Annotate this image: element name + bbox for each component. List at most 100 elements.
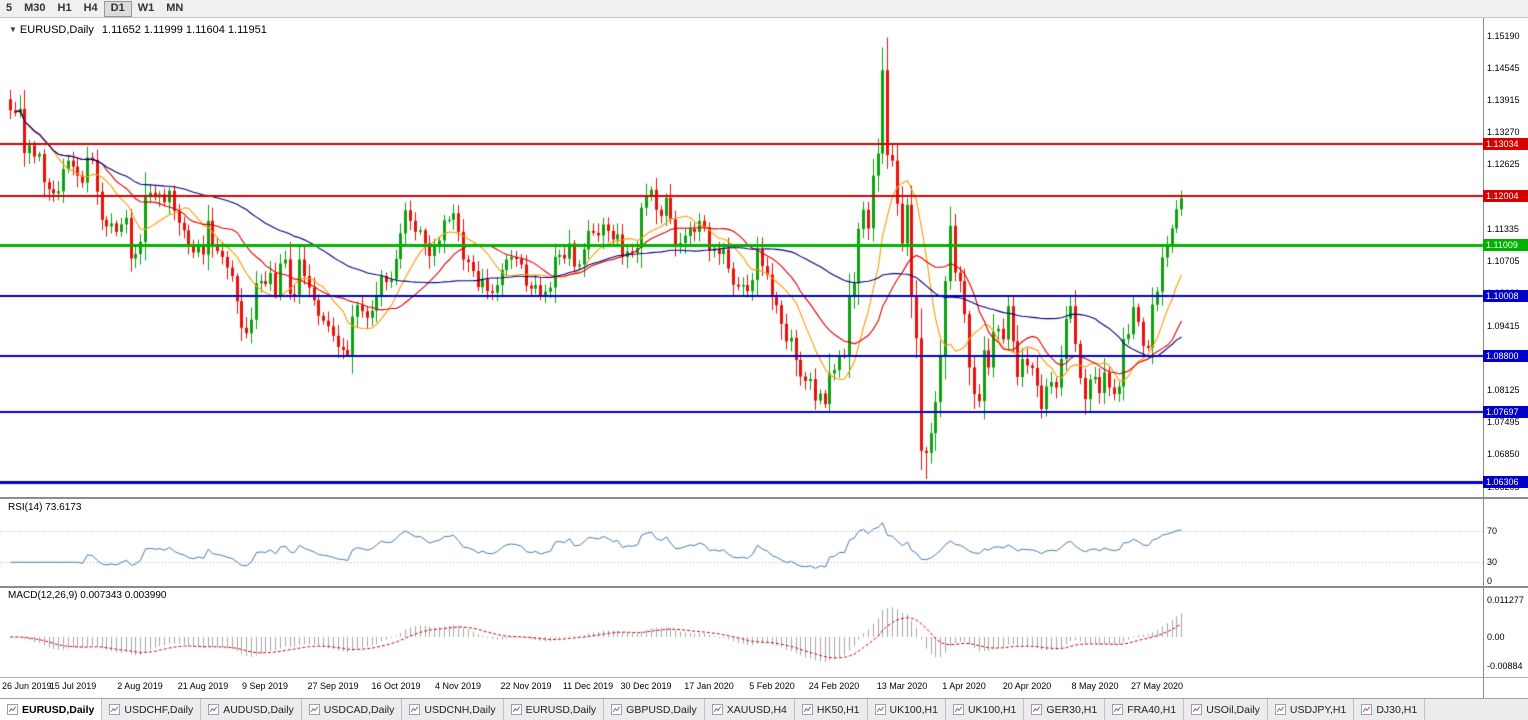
tab-label: GBPUSD,Daily	[626, 703, 697, 716]
chart-tab-ger30-h1[interactable]: GER30,H1	[1024, 699, 1106, 720]
date-axis-label: 22 Nov 2019	[500, 681, 552, 691]
date-axis-label: 11 Dec 2019	[562, 681, 614, 691]
date-axis-separator	[0, 677, 1528, 678]
timeframe-button-w1[interactable]: W1	[137, 2, 155, 14]
price-axis-tick: 1.13915	[1487, 94, 1520, 105]
price-axis-tick: 1.13270	[1487, 126, 1520, 137]
date-axis-label: 30 Dec 2019	[620, 681, 672, 691]
price-level-badge: 1.06306	[1483, 475, 1528, 488]
date-axis-label: 13 Mar 2020	[876, 681, 928, 691]
date-axis-label: 4 Nov 2019	[434, 681, 482, 691]
panel-separator-main-rsi[interactable]	[0, 497, 1528, 499]
price-axis-tick: 1.06850	[1487, 449, 1520, 460]
price-level-badge: 1.11009	[1483, 239, 1528, 252]
chart-tab-gbpusd-daily[interactable]: GBPUSD,Daily	[604, 699, 705, 720]
rsi-axis-tick: 0	[1487, 576, 1493, 586]
price-axis-tick: 1.08125	[1487, 385, 1520, 396]
timeframe-button-h1[interactable]: H1	[57, 2, 72, 14]
date-axis-label: 16 Oct 2019	[371, 681, 421, 691]
date-axis-label: 24 Feb 2020	[808, 681, 860, 691]
chart-tab-audusd-daily[interactable]: AUDUSD,Daily	[201, 699, 302, 720]
date-axis-label: 2 Aug 2019	[117, 681, 163, 691]
chart-icon	[1274, 704, 1286, 715]
chart-icon	[611, 704, 623, 715]
tab-label: UK100,H1	[967, 703, 1017, 716]
symbol-dropdown-icon[interactable]: ▼	[9, 25, 17, 34]
tab-label: USDCNH,Daily	[424, 703, 496, 716]
price-axis-tick: 1.15190	[1487, 30, 1520, 41]
date-axis-label: 27 May 2020	[1130, 681, 1184, 691]
price-axis-tick: 1.09415	[1487, 320, 1520, 331]
timeframe-button-m30[interactable]: M30	[24, 2, 46, 14]
chart-icon	[1191, 704, 1203, 715]
chart-tab-usdcnh-daily[interactable]: USDCNH,Daily	[402, 699, 504, 720]
rsi-axis-tick: 70	[1487, 525, 1498, 536]
rsi-axis-tick: 30	[1487, 556, 1498, 567]
timeframe-button-5[interactable]: 5	[6, 2, 13, 14]
tab-label: UK100,H1	[889, 703, 938, 716]
price-axis-tick: 1.10705	[1487, 255, 1520, 266]
date-axis-label: 17 Jan 2020	[684, 681, 734, 691]
chart-tab-usdjpy-h1[interactable]: USDJPY,H1	[1267, 699, 1355, 720]
chart-tab-usoil-daily[interactable]: USOil,Daily	[1184, 699, 1268, 720]
chart-tab-usdcad-daily[interactable]: USDCAD,Daily	[301, 699, 403, 720]
macd-label: MACD(12,26,9) 0.007343 0.003990	[8, 590, 167, 601]
tab-label: GER30,H1	[1046, 703, 1098, 716]
tab-label: AUDUSD,Daily	[223, 703, 294, 716]
price-axis-tick: 1.11335	[1487, 224, 1519, 235]
chart-icon	[874, 704, 886, 715]
chart-tab-eurusd-daily[interactable]: EURUSD,Daily	[0, 699, 103, 720]
tab-label: FRA40,H1	[1127, 703, 1177, 716]
price-level-badge: 1.08800	[1483, 350, 1528, 363]
tab-label: EURUSD,Daily	[525, 703, 597, 716]
chart-icon	[510, 704, 522, 715]
timeframe-button-h4[interactable]: H4	[83, 2, 98, 14]
tab-label: USDJPY,H1	[1289, 703, 1347, 716]
price-axis-tick: 1.14545	[1487, 62, 1520, 73]
chart-icon	[109, 704, 121, 715]
chart-tab-uk100-h1[interactable]: UK100,H1	[867, 699, 946, 720]
symbol-name: EURUSD,Daily	[19, 24, 94, 36]
chart-tab-uk100-h1[interactable]: UK100,H1	[945, 699, 1025, 720]
price-level-badge: 1.12004	[1483, 189, 1528, 202]
date-axis-label: 27 Sep 2019	[307, 681, 359, 691]
chart-tab-xauusd-h4[interactable]: XAUUSD,H4	[704, 699, 795, 720]
date-axis-label: 1 Apr 2020	[942, 681, 986, 691]
date-axis-label: 15 Jul 2019	[49, 681, 97, 691]
tab-label: USOil,Daily	[1206, 703, 1260, 716]
panel-separator-rsi-macd[interactable]	[0, 586, 1528, 588]
chart-tab-dj30-h1[interactable]: DJ30,H1	[1354, 699, 1426, 720]
ohlc-values: 1.11652 1.11999 1.11604 1.11951	[101, 24, 267, 36]
chart-icon	[801, 704, 813, 715]
chart-tab-fra40-h1[interactable]: FRA40,H1	[1105, 699, 1185, 720]
tab-label: USDCAD,Daily	[323, 703, 395, 716]
date-axis-label: 9 Sep 2019	[241, 681, 289, 691]
date-axis-label: 5 Feb 2020	[749, 681, 795, 691]
tab-label: USDCHF,Daily	[124, 703, 194, 716]
tab-label: DJ30,H1	[1376, 703, 1418, 716]
price-axis-tick: 1.12625	[1487, 159, 1520, 170]
chart-icon	[308, 704, 320, 715]
chart-icon	[1031, 704, 1043, 715]
macd-axis-tick: 0.00	[1487, 631, 1505, 642]
date-axis-label: 26 Jun 2019	[2, 681, 52, 691]
rsi-label: RSI(14) 73.6173	[8, 502, 82, 513]
macd-axis-tick: -0.00884	[1487, 660, 1523, 671]
timeframe-button-d1[interactable]: D1	[103, 0, 132, 17]
price-level-badge: 1.10008	[1483, 289, 1528, 302]
tab-label: EURUSD,Daily	[22, 703, 95, 716]
timeframe-toolbar: 5 M30 H1 H4 D1 W1 MN	[0, 0, 1528, 18]
chart-icon	[952, 704, 964, 715]
chart-icon	[711, 704, 723, 715]
chart-tab-hk50-h1[interactable]: HK50,H1	[794, 699, 868, 720]
tab-label: XAUUSD,H4	[726, 703, 787, 716]
price-level-badge: 1.07697	[1483, 405, 1528, 418]
timeframe-button-mn[interactable]: MN	[166, 2, 184, 14]
chart-icon	[7, 704, 18, 715]
date-axis-label: 8 May 2020	[1071, 681, 1119, 691]
chart-tab-usdchf-daily[interactable]: USDCHF,Daily	[102, 699, 202, 720]
chart-icon	[208, 704, 220, 715]
chart-title: ▼ EURUSD,Daily 1.11652 1.11999 1.11604 1.1…	[9, 24, 267, 36]
chart-tab-eurusd-daily[interactable]: EURUSD,Daily	[503, 699, 605, 720]
